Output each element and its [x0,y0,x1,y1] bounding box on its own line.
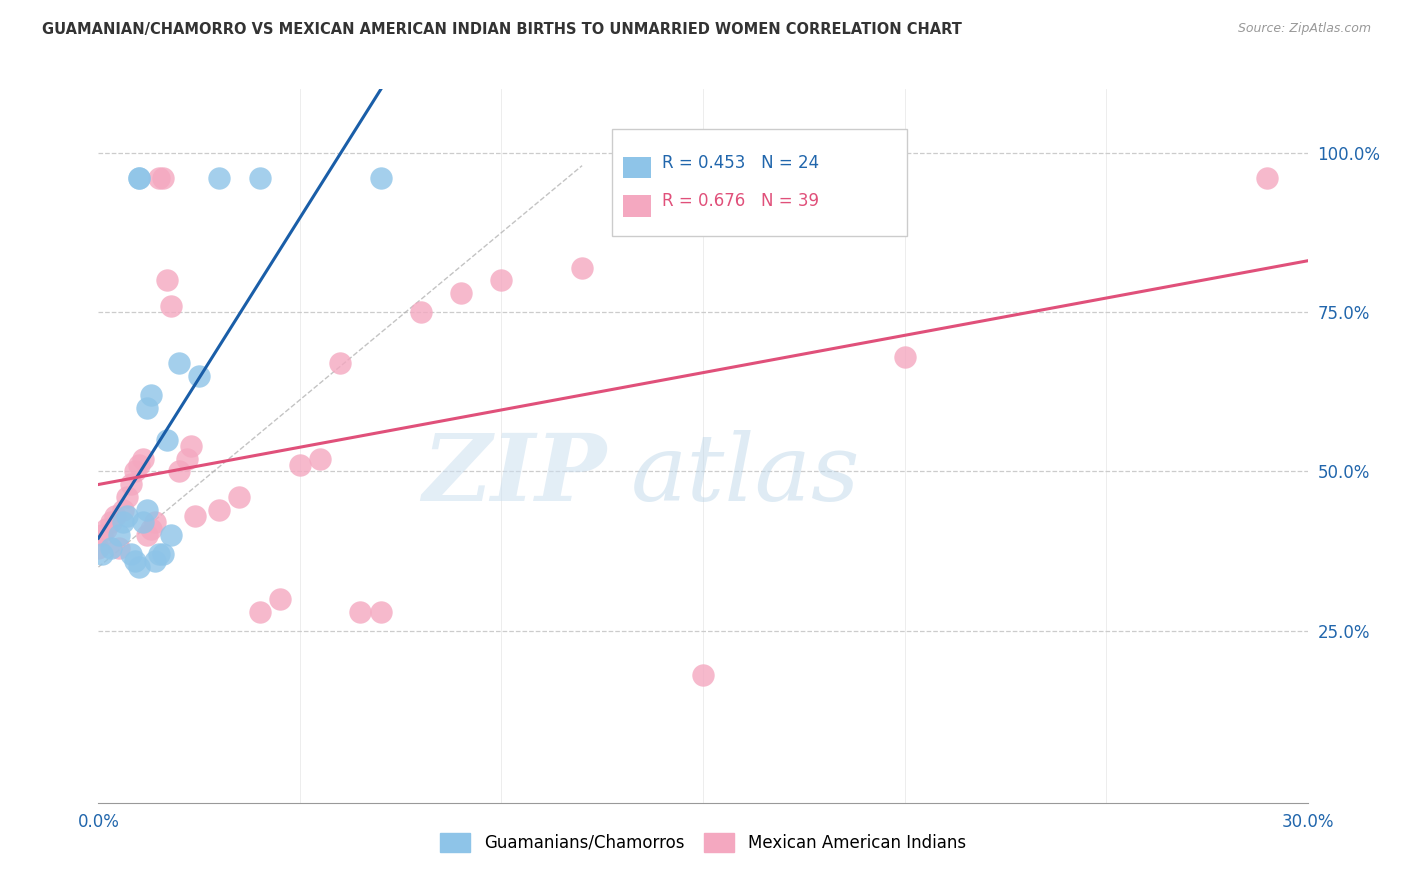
Point [128,171,150,186]
Point [160,528,183,542]
Point [571,260,593,275]
Point [100,541,122,555]
Point [156,273,179,287]
Point [370,171,392,186]
Point [409,305,432,319]
Point [491,273,513,287]
Point [450,286,472,301]
Point [249,605,271,619]
Point [249,171,271,186]
Point [139,522,162,536]
Point [188,368,211,383]
Text: GUAMANIAN/CHAMORRO VS MEXICAN AMERICAN INDIAN BIRTHS TO UNMARRIED WOMEN CORRELAT: GUAMANIAN/CHAMORRO VS MEXICAN AMERICAN I… [42,22,962,37]
Point [893,350,915,364]
Point [180,439,202,453]
Point [103,509,125,524]
Text: atlas: atlas [630,430,860,519]
Point [107,528,129,542]
Point [1256,171,1278,186]
Point [124,465,146,479]
Point [370,605,392,619]
Point [132,451,155,466]
Point [288,458,311,472]
Point [128,458,150,472]
Point [228,490,250,504]
Point [111,502,134,516]
Point [96,522,118,536]
Legend: Guamanians/Chamorros, Mexican American Indians: Guamanians/Chamorros, Mexican American I… [433,826,973,859]
Point [329,356,352,370]
Point [152,171,174,186]
Point [100,516,122,530]
Point [143,554,166,568]
Text: R = 0.676   N = 39: R = 0.676 N = 39 [662,192,820,210]
Point [309,451,332,466]
Point [128,560,150,574]
Point [128,171,150,186]
Point [156,433,179,447]
Point [167,356,190,370]
Point [91,528,114,542]
Point [120,547,142,561]
Point [91,547,114,561]
Point [135,528,157,542]
Point [115,490,138,504]
Text: Source: ZipAtlas.com: Source: ZipAtlas.com [1237,22,1371,36]
Point [111,516,134,530]
Text: R = 0.453   N = 24: R = 0.453 N = 24 [662,154,820,172]
Point [208,171,231,186]
Point [143,516,166,530]
Point [148,171,170,186]
Point [124,554,146,568]
Point [349,605,371,619]
Point [107,541,129,555]
Point [167,465,190,479]
Point [184,509,207,524]
Point [135,401,157,415]
Point [132,516,155,530]
Point [269,591,291,606]
Point [87,541,110,555]
Point [692,668,714,682]
Point [139,388,162,402]
Point [152,547,174,561]
Text: ZIP: ZIP [422,430,606,519]
Point [160,299,183,313]
Point [120,477,142,491]
Point [115,509,138,524]
Point [176,451,198,466]
Point [135,502,157,516]
Point [208,502,231,516]
Point [148,547,170,561]
